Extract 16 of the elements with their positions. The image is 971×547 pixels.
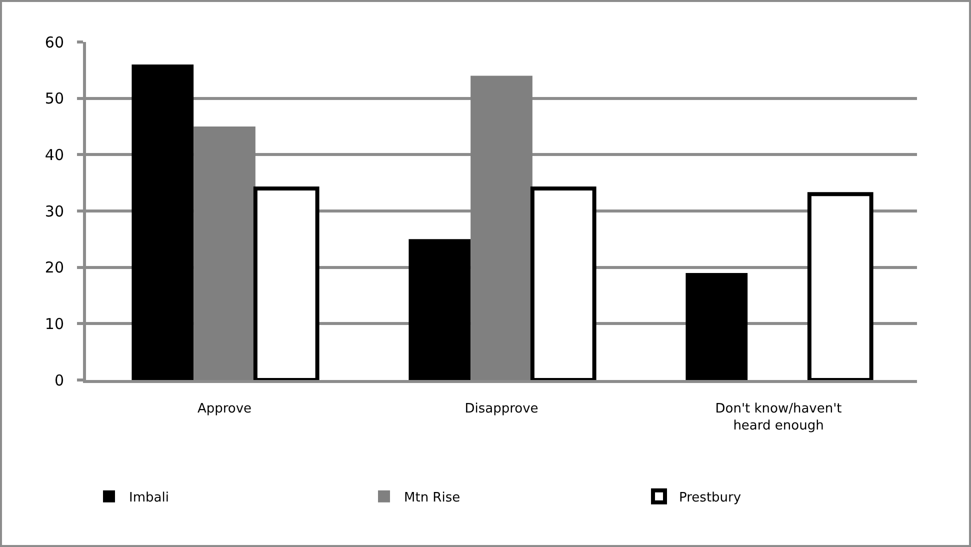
legend-label: Imbali — [129, 490, 169, 506]
x-tick-label: Disapprove — [464, 402, 538, 417]
bar — [686, 272, 748, 380]
legend-label: Prestbury — [679, 490, 742, 506]
y-tick-label: 10 — [44, 314, 64, 333]
bar — [132, 64, 194, 380]
y-tick-label: 50 — [44, 90, 64, 108]
legend-label: Mtn Rise — [404, 490, 460, 506]
y-tick-label: 0 — [54, 371, 64, 390]
y-tick-label: 60 — [44, 33, 64, 52]
bar — [408, 239, 471, 380]
y-tick-label: 20 — [44, 258, 64, 277]
x-tick-label: Don't know/haven't heard enough — [715, 402, 842, 434]
x-tick-label: Approve — [197, 402, 252, 417]
y-tick-label: 40 — [44, 146, 64, 164]
y-tick-label: 30 — [44, 202, 64, 220]
